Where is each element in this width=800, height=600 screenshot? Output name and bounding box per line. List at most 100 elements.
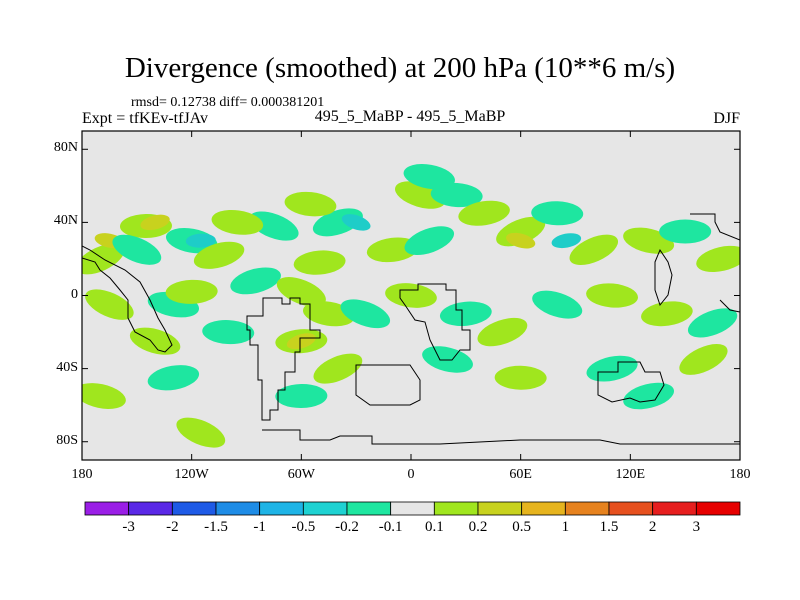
- x-tick-label: 60W: [287, 467, 315, 482]
- divergence-feature: [477, 317, 528, 347]
- divergence-feature: [439, 301, 492, 327]
- colorbar-swatch: [171, 501, 217, 516]
- divergence-feature: [341, 214, 371, 231]
- divergence-feature: [506, 232, 536, 249]
- x-tick-label: 180: [729, 467, 751, 482]
- colorbar-swatch: [521, 501, 566, 516]
- colorbar-label: 1.5: [599, 519, 619, 535]
- colorbar-label: 2: [648, 519, 657, 535]
- x-tick-label: 0: [407, 467, 415, 482]
- x-tick-label: 180: [71, 467, 93, 482]
- divergence-feature: [286, 333, 316, 350]
- divergence-feature: [551, 233, 582, 249]
- y-tick-label: 80N: [53, 140, 78, 156]
- divergence-feature: [193, 241, 245, 269]
- y-tick-label: 40N: [53, 213, 78, 229]
- case-label: 495_5_MaBP - 495_5_MaBP: [314, 108, 506, 125]
- divergence-feature: [176, 417, 226, 448]
- colorbar-label: 0.2: [468, 519, 488, 535]
- divergence-feature: [532, 290, 583, 319]
- divergence-feature: [129, 327, 181, 355]
- chart-title: Divergence (smoothed) at 200 hPa (10**6 …: [124, 52, 676, 84]
- divergence-feature: [140, 214, 170, 231]
- y-tick-label: 0: [71, 286, 78, 302]
- colorbar-swatch: [259, 501, 304, 516]
- divergence-feature: [385, 283, 437, 308]
- divergence-feature: [422, 346, 473, 373]
- colorbar-swatch: [695, 501, 741, 516]
- divergence-feature: [404, 226, 455, 256]
- divergence-feature: [403, 164, 455, 190]
- divergence-feature: [112, 234, 162, 265]
- colorbar-label: -3: [122, 519, 135, 535]
- divergence-feature: [430, 182, 483, 208]
- colorbar-swatch: [302, 501, 348, 516]
- divergence-feature: [202, 319, 255, 345]
- divergence-feature: [82, 243, 125, 275]
- divergence-feature: [340, 299, 391, 329]
- season-label: DJF: [713, 110, 740, 127]
- divergence-feature: [85, 289, 134, 320]
- colorbar-label: 1: [561, 519, 570, 535]
- divergence-feature: [458, 200, 510, 226]
- maritime-coastline: [654, 248, 673, 307]
- divergence-feature: [276, 277, 326, 307]
- southern-island-coastline: [355, 364, 421, 406]
- colorbar-swatch: [652, 501, 697, 516]
- colorbar-label: -0.5: [291, 519, 316, 535]
- antarctica-coastline: [262, 429, 740, 445]
- divergence-field: [82, 164, 740, 448]
- experiment-label: Expt = tfKEv-tfJAv: [82, 110, 209, 127]
- colorbar-swatch: [564, 501, 610, 516]
- y-tick-label: 80S: [56, 432, 78, 448]
- colorbar-swatch: [84, 501, 130, 516]
- australia-coastline: [597, 361, 665, 403]
- y-tick-label: 40S: [56, 359, 78, 375]
- africa-coastline: [399, 283, 471, 361]
- coastlines: [82, 213, 740, 445]
- rmsd-diff-info: rmsd= 0.12738 diff= 0.000381201: [131, 95, 325, 110]
- south-america-coastline: [246, 297, 321, 421]
- pacific-island-coastline: [719, 299, 740, 313]
- divergence-feature: [687, 308, 738, 338]
- colorbar-swatch: [477, 501, 523, 516]
- divergence-feature: [284, 191, 337, 217]
- divergence-feature: [531, 201, 584, 226]
- divergence-feature: [249, 211, 299, 241]
- colorbar-swatch: [346, 501, 392, 516]
- divergence-feature: [82, 383, 126, 409]
- colorbar-swatch: [433, 501, 479, 516]
- colorbar-label: 0.5: [512, 519, 532, 535]
- colorbar-swatch: [128, 501, 173, 516]
- axis-ticks: [81, 131, 741, 460]
- divergence-feature: [659, 219, 712, 244]
- divergence-feature: [293, 250, 346, 275]
- asia-coastline: [690, 213, 740, 241]
- divergence-feature: [185, 233, 216, 248]
- divergence-feature: [230, 267, 281, 295]
- divergence-feature: [165, 279, 218, 304]
- colorbar-label: 3: [692, 519, 701, 535]
- colorbar-label: -1: [253, 519, 266, 535]
- divergence-feature: [696, 245, 740, 273]
- divergence-feature: [641, 301, 693, 327]
- divergence-feature: [679, 344, 728, 375]
- colorbar-label: 0.1: [424, 519, 444, 535]
- divergence-feature: [569, 234, 619, 266]
- colorbar-label: -0.1: [378, 519, 403, 535]
- divergence-feature: [494, 365, 547, 390]
- divergence-feature: [275, 384, 328, 409]
- x-tick-label: 60E: [509, 467, 532, 482]
- divergence-feature: [313, 353, 363, 384]
- divergence-feature: [586, 283, 638, 308]
- x-tick-label: 120E: [615, 467, 646, 482]
- x-tick-label: 120W: [174, 467, 209, 482]
- colorbar: [84, 501, 741, 516]
- colorbar-label: -1.5: [204, 519, 228, 535]
- divergence-feature: [147, 365, 200, 391]
- colorbar-swatch: [608, 501, 654, 516]
- colorbar-label: -2: [166, 519, 179, 535]
- divergence-feature: [211, 209, 264, 235]
- north-america-coastline: [82, 245, 173, 353]
